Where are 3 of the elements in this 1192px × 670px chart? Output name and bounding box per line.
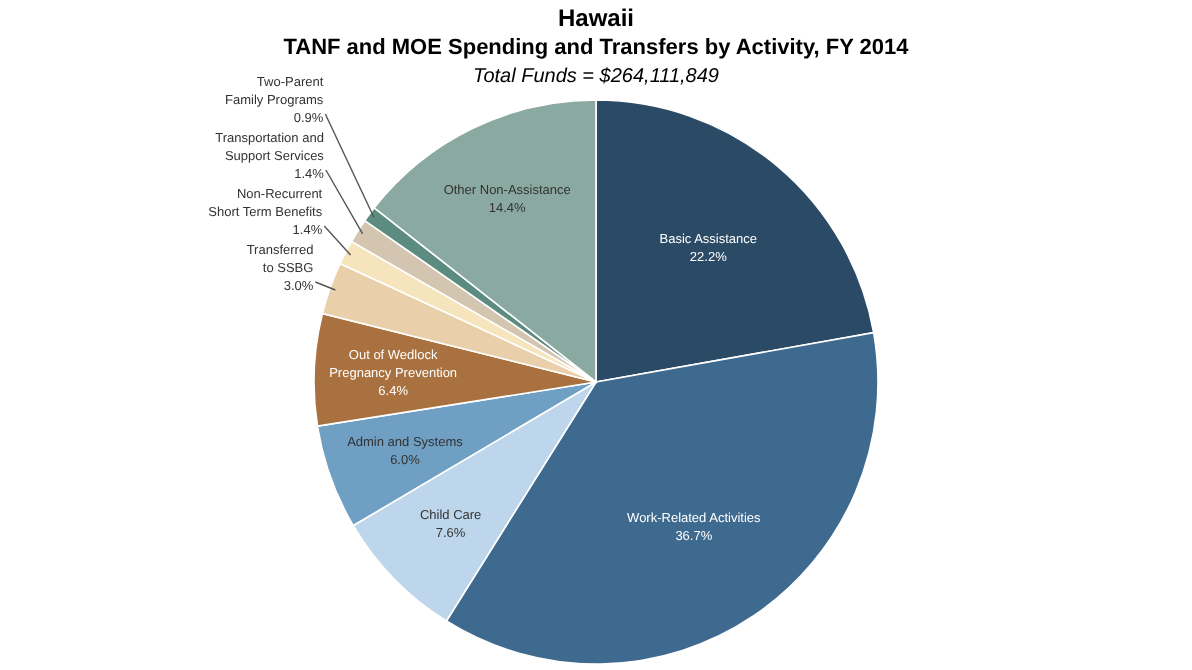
chart-subtitle: TANF and MOE Spending and Transfers by Activity, FY 2014 — [283, 36, 911, 60]
text: Total Funds = $264,111,849 — [473, 66, 720, 88]
chart-title: Hawaii — [557, 4, 635, 32]
